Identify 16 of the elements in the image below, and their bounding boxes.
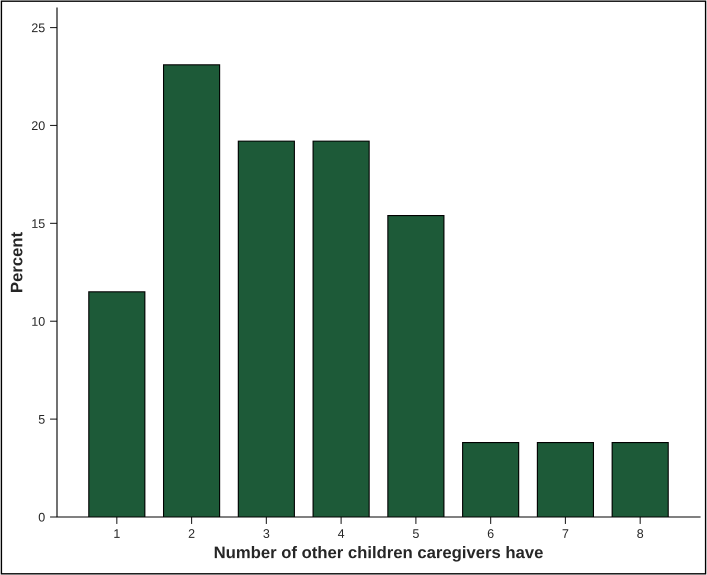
y-axis-title: Percent xyxy=(10,232,22,292)
x-axis-title: Number of other children caregivers have xyxy=(214,546,543,562)
y-tick-label: 5 xyxy=(38,415,45,424)
x-tick-label: 8 xyxy=(637,529,644,538)
y-tick-label: 15 xyxy=(32,219,45,228)
x-tick-label: 1 xyxy=(114,529,120,538)
y-tick-label: 25 xyxy=(32,23,45,32)
y-tick-label: 20 xyxy=(32,121,45,130)
x-tick-label: 6 xyxy=(488,529,494,538)
x-tick-label: 2 xyxy=(188,529,194,538)
x-tick-label: 3 xyxy=(263,529,270,538)
x-tick-label: 7 xyxy=(562,529,568,538)
x-tick-label: 4 xyxy=(338,529,344,538)
x-tick-label: 5 xyxy=(412,529,419,538)
y-tick-label: 10 xyxy=(32,317,45,326)
y-tick-label: 0 xyxy=(38,512,45,522)
